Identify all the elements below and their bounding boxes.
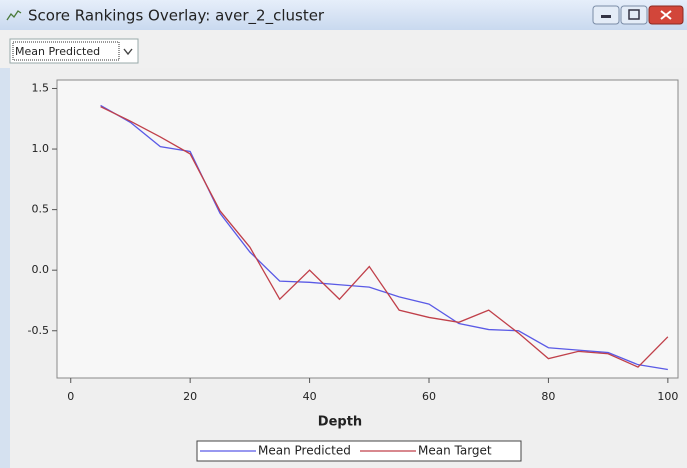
maximize-button[interactable] bbox=[620, 5, 648, 25]
close-icon bbox=[660, 10, 672, 20]
x-tick-label: 20 bbox=[183, 390, 197, 403]
legend bbox=[196, 440, 522, 462]
title-bar bbox=[0, 0, 687, 30]
series-line bbox=[100, 104, 668, 371]
y-tick-label: 0.5 bbox=[32, 203, 50, 216]
x-tick-label: 80 bbox=[541, 390, 555, 403]
dropdown-arrow bbox=[123, 48, 133, 56]
legend-label: Mean Target bbox=[418, 444, 492, 458]
maximize-icon bbox=[628, 9, 640, 20]
y-tick-label: 0.0 bbox=[32, 263, 50, 276]
x-tick-label: 0 bbox=[67, 390, 74, 403]
plot-area bbox=[56, 79, 679, 379]
x-axis-label: Depth bbox=[318, 415, 362, 430]
x-tick-label: 100 bbox=[657, 390, 678, 403]
dropdown-label: Mean Predicted bbox=[15, 45, 100, 58]
window-title: Score Rankings Overlay: aver_2_cluster bbox=[28, 7, 325, 26]
series-line bbox=[100, 106, 669, 368]
minimize-icon bbox=[601, 15, 611, 18]
y-tick-label: 1.5 bbox=[32, 81, 50, 94]
dropdown[interactable] bbox=[9, 38, 139, 64]
window-icon bbox=[6, 10, 22, 21]
y-tick-label: -0.5 bbox=[28, 324, 49, 337]
x-tick-label: 60 bbox=[422, 390, 436, 403]
y-tick-label: 1.0 bbox=[32, 142, 50, 155]
x-tick-label: 40 bbox=[303, 390, 317, 403]
legend-label: Mean Predicted bbox=[258, 444, 351, 458]
dropdown-focus bbox=[12, 41, 120, 61]
